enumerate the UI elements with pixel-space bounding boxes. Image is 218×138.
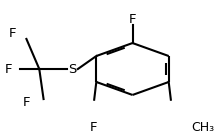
Text: F: F [90,121,98,134]
Text: F: F [4,63,12,75]
Text: CH₃: CH₃ [192,121,215,134]
Text: F: F [129,13,136,26]
Text: F: F [9,27,16,40]
Text: S: S [68,63,77,75]
Text: F: F [23,96,30,109]
